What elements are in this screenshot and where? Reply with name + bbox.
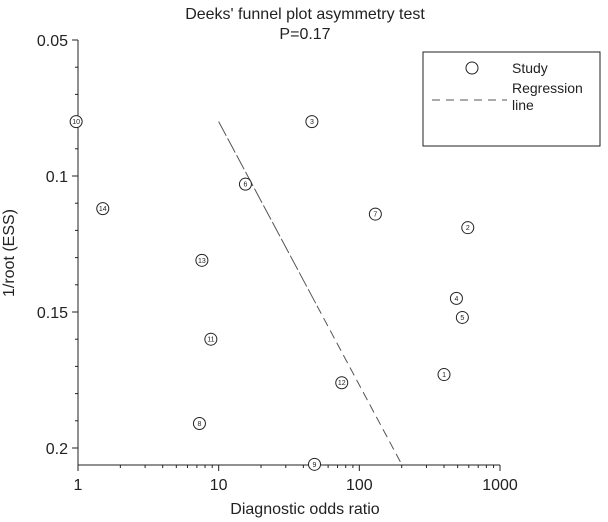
x-tick-label: 10 [210,477,228,494]
study-point [368,207,382,221]
study-point-label: 13 [198,258,206,265]
study-point [192,417,206,431]
study-point [69,115,83,129]
study-point [307,457,321,471]
study-point [305,115,319,129]
y-tick-label: 0.2 [46,441,68,458]
study-point [461,221,475,235]
study-point [455,310,469,324]
y-tick-label: 0.1 [46,169,68,186]
study-point [96,202,110,216]
y-tick-label: 0.05 [37,33,68,50]
study-point-label: 5 [460,315,464,322]
plot-border [77,40,500,466]
study-point-label: 14 [99,206,107,213]
study-point-label: 1 [442,372,446,379]
x-tick-label: 1 [74,477,83,494]
study-point-label: 4 [454,296,458,303]
legend: Study Regression line [422,51,601,147]
study-point-label: 8 [197,421,201,428]
chart-title: Deeks' funnel plot asymmetry test [185,6,425,23]
y-axis-label: 1/root (ESS) [1,209,18,297]
regression-segment [218,121,318,306]
legend-regression-label: Regression line [512,80,587,113]
y-axis-ticks: 0.05 0.1 0.15 0.2 [37,33,78,458]
study-point [195,253,209,267]
study-point-label: 3 [310,119,314,126]
study-point-label: 7 [373,212,377,219]
study-point-label: 6 [243,182,247,189]
legend-regression-label-line1: Regression [512,80,583,96]
study-point [335,376,349,390]
regression-segment [316,305,403,465]
study-point-label: 2 [466,225,470,232]
study-point-label: 12 [338,380,346,387]
study-point [437,368,451,382]
chart-subtitle: P=0.17 [279,26,330,43]
legend-study-label: Study [512,60,548,76]
legend-regression-label-line2: line [512,97,534,113]
study-point-label: 10 [72,119,80,126]
legend-study-marker [465,61,479,75]
x-axis-ticks: 1 10 100 1000 [74,465,518,494]
study-point [238,177,252,191]
x-tick-label: 100 [346,477,373,494]
x-axis-label: Diagnostic odds ratio [230,501,380,518]
study-point-label: 11 [207,337,214,344]
study-point [449,291,463,305]
regression-line [218,121,403,465]
study-point [204,332,218,346]
study-point-label: 9 [313,462,317,469]
legend-box [422,51,601,147]
y-tick-label: 0.15 [37,305,68,322]
x-tick-label: 1000 [482,477,518,494]
